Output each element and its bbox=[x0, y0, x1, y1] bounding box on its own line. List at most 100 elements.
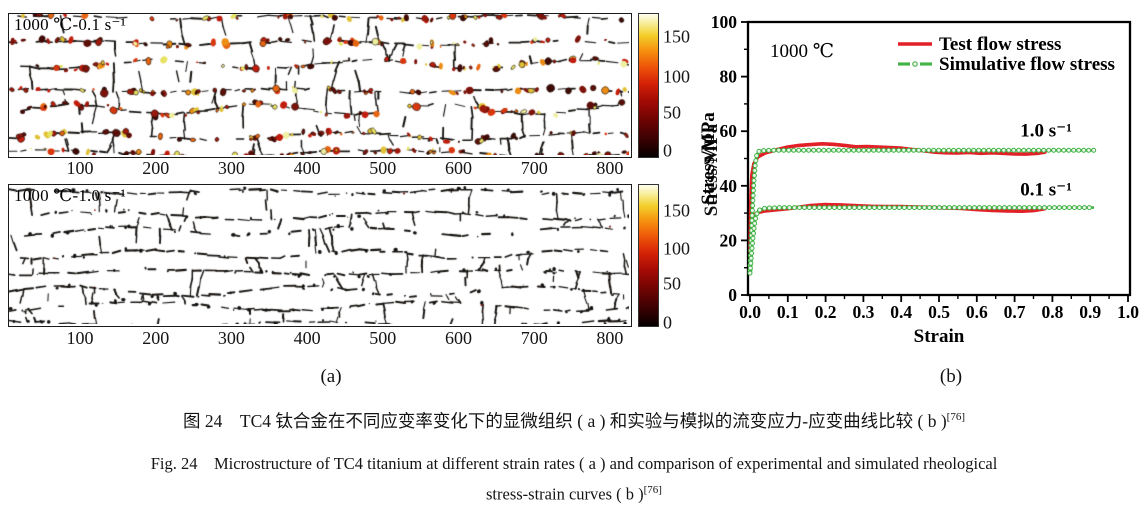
micrograph-xtick-label: 100 bbox=[66, 158, 94, 178]
caption-reference-sup: [76] bbox=[946, 411, 965, 424]
simulative-marker bbox=[776, 147, 782, 153]
simulative-marker bbox=[906, 205, 912, 211]
simulative-marker bbox=[946, 205, 952, 211]
micrograph-xtick-label: 200 bbox=[142, 158, 170, 178]
simulative-marker bbox=[1056, 205, 1062, 211]
simulative-marker bbox=[754, 211, 760, 217]
chart-text: 0.5 bbox=[928, 302, 950, 322]
strain-rate-annotation: 0.1 s⁻¹ bbox=[1020, 179, 1072, 200]
simulative-marker bbox=[951, 205, 957, 211]
simulative-marker bbox=[1041, 147, 1047, 153]
simulative-marker bbox=[866, 205, 872, 211]
simulative-marker bbox=[1031, 147, 1037, 153]
test-curve bbox=[748, 202, 1047, 276]
simulative-marker bbox=[971, 147, 977, 153]
caption-english-line1: Fig. 24 Microstructure of TC4 titanium a… bbox=[150, 454, 998, 473]
simulative-marker bbox=[1061, 205, 1067, 211]
chart-text: 60 bbox=[720, 121, 738, 141]
simulative-marker bbox=[881, 205, 887, 211]
colorbar-1.0s-ticks: 150 100 50 0 bbox=[663, 184, 703, 333]
simulative-marker bbox=[1061, 147, 1067, 153]
simulative-marker bbox=[911, 147, 917, 153]
simulative-marker bbox=[1056, 147, 1062, 153]
simulative-marker bbox=[796, 147, 802, 153]
simulative-marker bbox=[749, 245, 755, 251]
simulative-marker bbox=[1051, 205, 1057, 211]
simulative-marker bbox=[748, 255, 754, 261]
micrograph-xtick-label: 500 bbox=[369, 158, 397, 178]
simulative-marker bbox=[821, 147, 827, 153]
simulative-marker bbox=[846, 205, 852, 211]
simulative-marker bbox=[906, 147, 912, 153]
simulative-marker bbox=[896, 205, 902, 211]
simulative-marker bbox=[856, 147, 862, 153]
caption-chinese-text: 图 24 TC4 钛合金在不同应变率变化下的显微组织 ( a ) 和实验与模拟的… bbox=[183, 411, 947, 431]
simulative-marker bbox=[1031, 205, 1037, 211]
simulative-marker bbox=[756, 148, 762, 154]
simulative-marker bbox=[752, 168, 758, 174]
simulative-marker bbox=[750, 188, 756, 194]
simulative-marker bbox=[1091, 147, 1097, 153]
simulative-marker bbox=[781, 147, 787, 153]
simulative-marker bbox=[851, 147, 857, 153]
simulative-marker bbox=[901, 147, 907, 153]
simulative-marker bbox=[751, 183, 757, 189]
simulative-marker bbox=[891, 205, 897, 211]
simulative-marker bbox=[781, 205, 787, 211]
chart-text: 0 bbox=[728, 285, 737, 305]
colorbar-0.1s bbox=[638, 13, 659, 158]
simulative-curve bbox=[748, 206, 1094, 274]
simulative-marker bbox=[916, 147, 922, 153]
chart-text: 0.3 bbox=[852, 302, 874, 322]
simulative-marker bbox=[956, 147, 962, 153]
colorbar-tick-label: 50 bbox=[663, 102, 681, 123]
simulative-marker bbox=[961, 205, 967, 211]
simulative-marker bbox=[981, 147, 987, 153]
stress-strain-chart: 0.0 0.1 0.2 0.3 0.4 0.5 0.6 0.7 0.8 0.9 1.0 0 20 40 60… bbox=[700, 12, 1139, 347]
simulative-marker bbox=[1071, 147, 1077, 153]
simulative-marker bbox=[806, 205, 812, 211]
temperature-label: 1000 ℃ bbox=[770, 41, 834, 62]
colorbar-tick-label: 150 bbox=[663, 200, 690, 221]
micrograph-xtick-label: 700 bbox=[520, 328, 548, 348]
simulative-marker bbox=[841, 205, 847, 211]
simulative-marker bbox=[1011, 205, 1017, 211]
simulative-marker bbox=[1026, 205, 1032, 211]
simulative-marker bbox=[1006, 205, 1012, 211]
simulative-marker bbox=[751, 173, 757, 179]
caption-english-line2-text: stress-strain curves ( b ) bbox=[486, 484, 644, 504]
micrograph-1.0s: 1000 ℃-1.0 s⁻¹ bbox=[8, 184, 632, 327]
simulative-marker bbox=[761, 205, 767, 211]
simulative-marker bbox=[966, 205, 972, 211]
simulative-marker bbox=[749, 207, 755, 213]
micrograph-0.1s-xaxis: 100 200 300 400 500 600 700 800 bbox=[8, 158, 632, 180]
simulative-marker bbox=[1051, 147, 1057, 153]
simulative-marker bbox=[747, 270, 753, 276]
simulative-marker bbox=[936, 147, 942, 153]
micrograph-xtick-label: 400 bbox=[293, 158, 321, 178]
simulative-marker bbox=[1086, 205, 1092, 211]
simulative-marker bbox=[766, 205, 772, 211]
simulative-marker bbox=[757, 207, 763, 213]
legend-test-label: Test flow stress bbox=[939, 34, 1061, 55]
simulative-marker bbox=[861, 205, 867, 211]
simulative-marker bbox=[866, 147, 872, 153]
micrograph-xtick-label: 200 bbox=[142, 328, 170, 348]
simulative-marker bbox=[751, 178, 757, 184]
simulative-marker bbox=[748, 260, 754, 266]
simulative-marker bbox=[1046, 205, 1052, 211]
colorbar-tick-label: 100 bbox=[663, 238, 690, 259]
simulative-marker bbox=[871, 205, 877, 211]
colorbar-tick-label: 150 bbox=[663, 26, 690, 47]
simulative-marker bbox=[931, 147, 937, 153]
simulative-marker bbox=[786, 205, 792, 211]
simulative-marker bbox=[1036, 147, 1042, 153]
simulative-marker bbox=[921, 205, 927, 211]
simulative-marker bbox=[750, 202, 756, 208]
chart-text: 0.6 bbox=[966, 302, 988, 322]
test-curve bbox=[748, 142, 1047, 254]
simulative-marker bbox=[801, 205, 807, 211]
micrograph-xtick-label: 600 bbox=[445, 158, 472, 178]
simulative-marker bbox=[851, 205, 857, 211]
